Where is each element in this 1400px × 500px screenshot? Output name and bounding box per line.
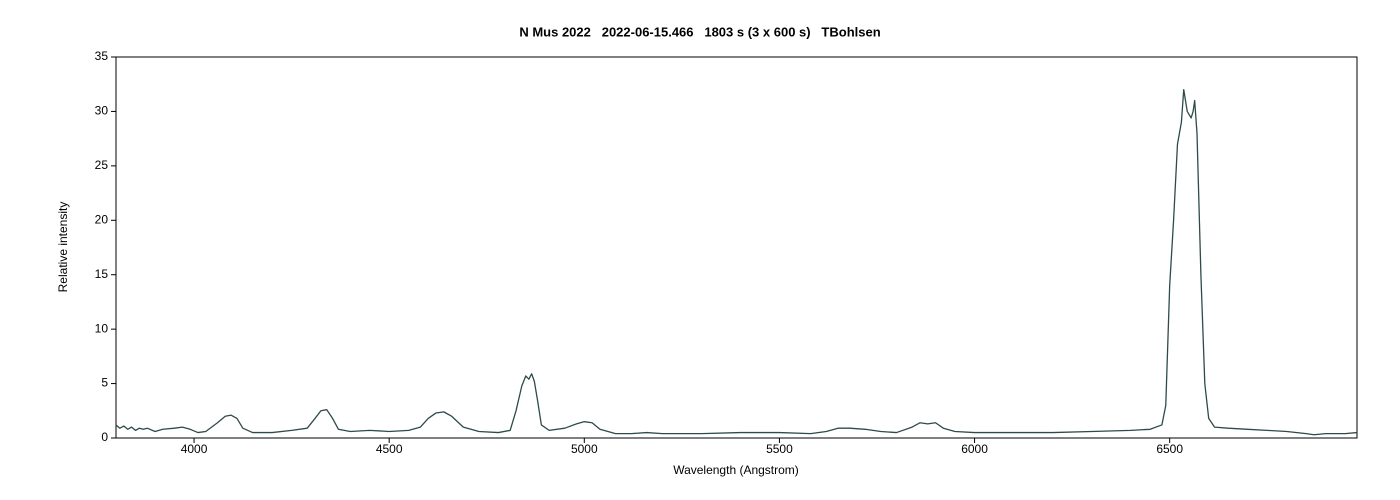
spectrum-line	[115, 89, 1358, 436]
x-tick-label: 6500	[1156, 442, 1183, 456]
x-tick-label: 4500	[376, 442, 403, 456]
x-axis-label: Wavelength (Angstrom)	[673, 463, 799, 477]
y-tick-label: 10	[95, 321, 109, 335]
chart-title: N Mus 2022 2022-06-15.466 1803 s (3 x 60…	[519, 24, 880, 39]
y-tick-label: 5	[101, 376, 108, 390]
x-tick-label: 4000	[181, 442, 208, 456]
y-tick-label: 30	[95, 104, 109, 118]
y-tick-label: 25	[95, 158, 109, 172]
y-tick-label: 15	[95, 267, 109, 281]
x-tick-label: 6000	[961, 442, 988, 456]
y-axis-label: Relative intensity	[56, 202, 70, 293]
x-tick-label: 5000	[571, 442, 598, 456]
y-tick-label: 20	[95, 212, 109, 226]
x-tick-label: 5500	[766, 442, 793, 456]
y-tick-label: 0	[101, 430, 108, 444]
plot-frame	[115, 56, 1358, 439]
y-tick-label: 35	[95, 49, 109, 63]
